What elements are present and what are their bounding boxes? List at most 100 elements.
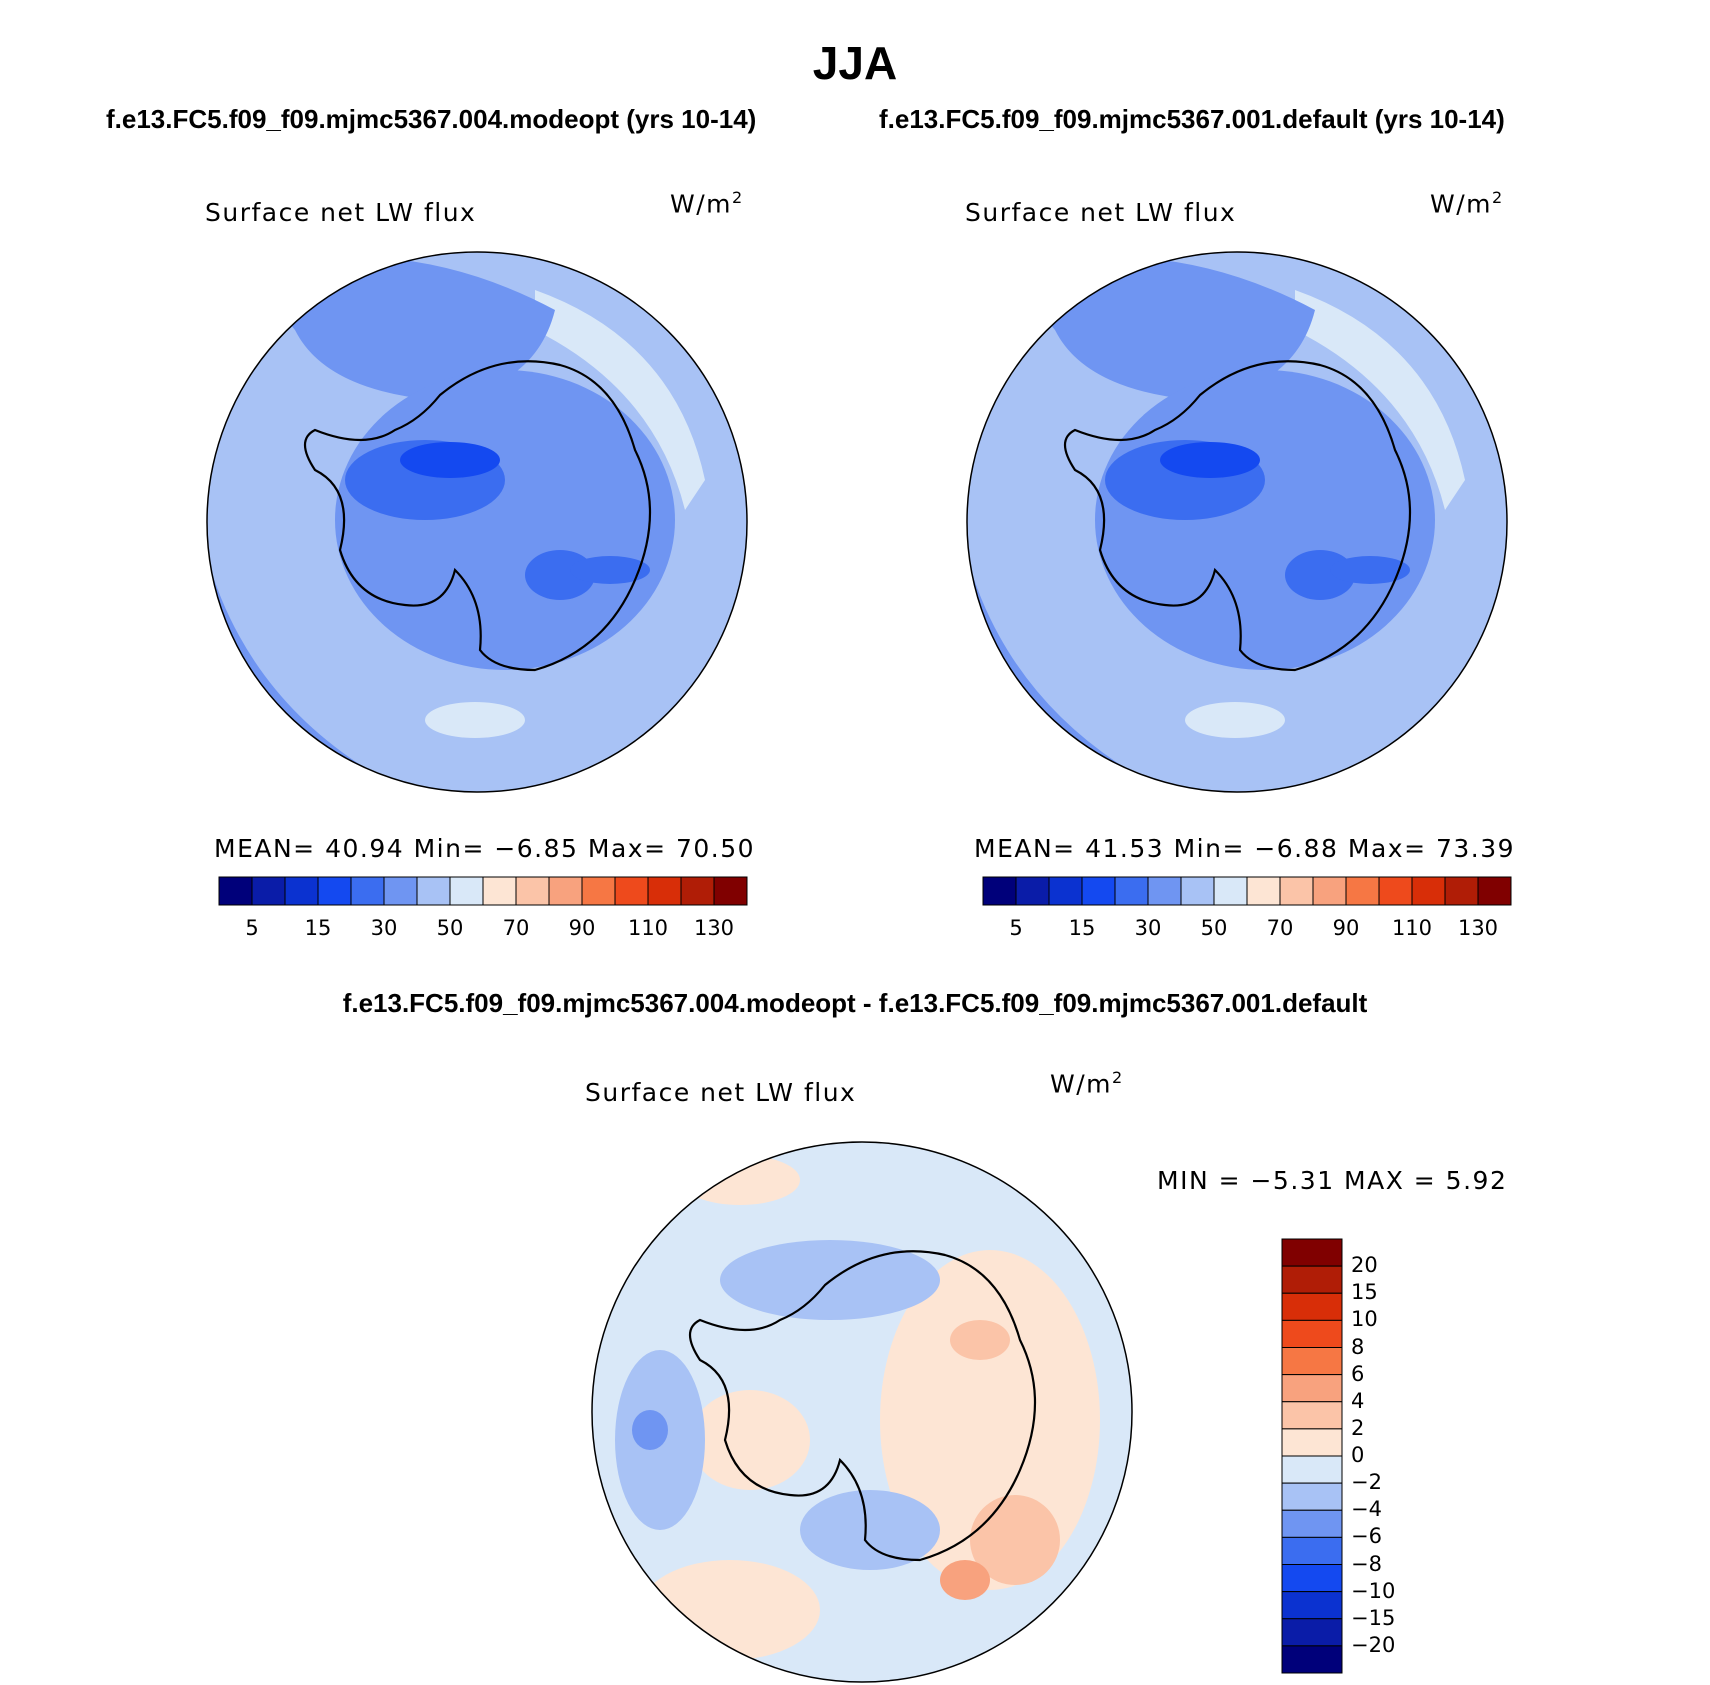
colorbar-swatch bbox=[1281, 1536, 1343, 1565]
colorbar-tick-label: 90 bbox=[1332, 916, 1360, 940]
colorbar-swatch bbox=[1281, 1319, 1343, 1348]
colorbar-tick-label: 5 bbox=[1009, 916, 1023, 940]
colorbar-tick-label: 0 bbox=[1351, 1443, 1365, 1467]
colorbar-swatch bbox=[1246, 876, 1281, 906]
colorbar-panel-1 bbox=[218, 876, 748, 906]
colorbar-tick-label: 50 bbox=[436, 916, 464, 940]
colorbar-swatch bbox=[1477, 876, 1512, 906]
panel-3-stats: MIN = −5.31 MAX = 5.92 bbox=[1157, 1166, 1508, 1195]
map-2-dark-4 bbox=[1330, 556, 1410, 584]
colorbar-swatch bbox=[515, 876, 550, 906]
colorbar-tick-label: 110 bbox=[1391, 916, 1433, 940]
colorbar-tick-label: 5 bbox=[245, 916, 259, 940]
colorbar-tick-label: 8 bbox=[1351, 1334, 1365, 1359]
colorbar-swatch bbox=[1345, 876, 1380, 906]
colorbar-swatch bbox=[1281, 1238, 1343, 1267]
difference-title: f.e13.FC5.f09_f09.mjmc5367.004.modeopt -… bbox=[342, 988, 1368, 1018]
colorbar-tick-label: 15 bbox=[304, 916, 332, 940]
map-panel-1 bbox=[206, 251, 748, 793]
colorbar-tick-label: 6 bbox=[1351, 1361, 1365, 1386]
colorbar-swatch bbox=[1281, 1428, 1343, 1457]
map-panel-2 bbox=[966, 251, 1508, 793]
colorbar-swatch bbox=[1281, 1347, 1343, 1376]
colorbar-swatch bbox=[449, 876, 484, 906]
panel-2-label: Surface net LW flux bbox=[965, 198, 1237, 227]
colorbar-swatch bbox=[713, 876, 748, 906]
map-3-neg-west-2 bbox=[632, 1410, 668, 1450]
colorbar-tick-label: −2 bbox=[1351, 1470, 1382, 1495]
colorbar-tick-label: 70 bbox=[502, 916, 530, 940]
map-2-interior bbox=[1095, 370, 1435, 670]
map-1-light-1 bbox=[425, 702, 525, 738]
colorbar-panel-3 bbox=[1281, 1238, 1343, 1674]
colorbar-tick-label: 130 bbox=[1457, 916, 1499, 940]
map-3-pos-west bbox=[690, 1390, 810, 1490]
colorbar-swatch bbox=[350, 876, 385, 906]
colorbar-swatch bbox=[1281, 1564, 1343, 1593]
colorbar-tick-label: 110 bbox=[627, 916, 669, 940]
map-3-pos-strong-3 bbox=[950, 1320, 1010, 1360]
map-1-interior bbox=[335, 370, 675, 670]
colorbar-swatch bbox=[1281, 1509, 1343, 1538]
map-3-pos-strong-1 bbox=[970, 1495, 1060, 1585]
panel-2-stats: MEAN= 41.53 Min= −6.88 Max= 73.39 bbox=[974, 834, 1516, 863]
colorbar-swatch bbox=[1378, 876, 1413, 906]
colorbar-swatch bbox=[1180, 876, 1215, 906]
map-2-light-arc bbox=[1295, 290, 1465, 510]
colorbar-swatch bbox=[1281, 1482, 1343, 1511]
colorbar-swatch bbox=[218, 876, 253, 906]
map-2-coastline bbox=[1063, 360, 1412, 672]
map-2-border bbox=[966, 251, 1508, 793]
colorbar-swatch bbox=[982, 876, 1017, 906]
colorbar-swatch bbox=[1411, 876, 1446, 906]
colorbar-swatch bbox=[317, 876, 352, 906]
panel-1-unit: W/m2 bbox=[670, 188, 744, 219]
colorbar-swatch bbox=[1281, 1374, 1343, 1403]
map-1-light-arc bbox=[535, 290, 705, 510]
colorbar-swatch bbox=[1281, 1591, 1343, 1620]
colorbar-tick-label: 50 bbox=[1200, 916, 1228, 940]
colorbar-tick-label: −4 bbox=[1351, 1497, 1382, 1522]
colorbar-swatch bbox=[1114, 876, 1149, 906]
colorbar-swatch bbox=[251, 876, 286, 906]
colorbar-swatch bbox=[1281, 1292, 1343, 1321]
colorbar-tick-label: 30 bbox=[370, 916, 398, 940]
colorbar-swatch bbox=[1213, 876, 1248, 906]
colorbar-swatch bbox=[581, 876, 616, 906]
colorbar-swatch bbox=[1281, 1618, 1343, 1647]
colorbar-swatch bbox=[1015, 876, 1050, 906]
map-1-dark-4 bbox=[570, 556, 650, 584]
colorbar-tick-label: 130 bbox=[693, 916, 735, 940]
colorbar-tick-label: 20 bbox=[1351, 1253, 1378, 1278]
map-2-light-1 bbox=[1185, 702, 1285, 738]
colorbar-tick-label: −8 bbox=[1351, 1551, 1382, 1576]
panel-1-stats: MEAN= 40.94 Min= −6.85 Max= 70.50 bbox=[214, 834, 756, 863]
map-3-coastline bbox=[688, 1250, 1037, 1562]
colorbar-tick-label: 90 bbox=[568, 916, 596, 940]
map-3-neg-south bbox=[800, 1490, 940, 1570]
colorbar-panel-2 bbox=[982, 876, 1512, 906]
colorbar-swatch bbox=[1444, 876, 1479, 906]
colorbar-tick-label: 70 bbox=[1266, 916, 1294, 940]
colorbar-swatch bbox=[614, 876, 649, 906]
colorbar-swatch bbox=[1048, 876, 1083, 906]
colorbar-tick-label: 15 bbox=[1351, 1280, 1378, 1305]
map-2-dark-2 bbox=[1160, 442, 1260, 478]
case-title-right: f.e13.FC5.f09_f09.mjmc5367.001.default (… bbox=[879, 104, 1505, 134]
colorbar-swatch bbox=[482, 876, 517, 906]
colorbar-swatch bbox=[416, 876, 451, 906]
map-1-border bbox=[206, 251, 748, 793]
colorbar-swatch bbox=[1279, 876, 1314, 906]
panel-1-label: Surface net LW flux bbox=[205, 198, 477, 227]
colorbar-swatch bbox=[1081, 876, 1116, 906]
colorbar-tick-label: 15 bbox=[1068, 916, 1096, 940]
colorbar-swatch bbox=[1312, 876, 1347, 906]
colorbar-tick-label: −6 bbox=[1351, 1524, 1382, 1549]
colorbar-tick-label: 4 bbox=[1351, 1388, 1365, 1413]
main-title: JJA bbox=[812, 37, 898, 89]
colorbar-swatch bbox=[284, 876, 319, 906]
colorbar-swatch bbox=[647, 876, 682, 906]
colorbar-swatch bbox=[383, 876, 418, 906]
map-3-pos-south bbox=[640, 1560, 820, 1660]
colorbar-tick-label: −15 bbox=[1351, 1605, 1396, 1630]
